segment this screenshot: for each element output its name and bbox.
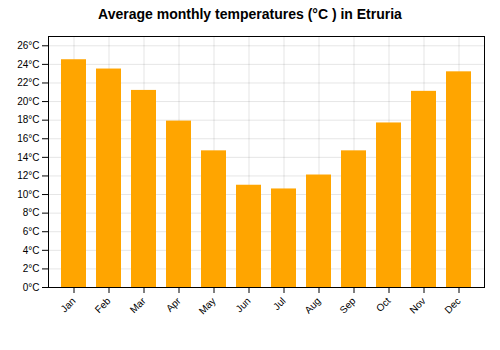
svg-text:May: May [197, 295, 218, 316]
svg-text:Sep: Sep [337, 295, 358, 316]
svg-text:Nov: Nov [407, 295, 427, 315]
svg-text:2°C: 2°C [23, 263, 40, 274]
svg-text:0°C: 0°C [23, 282, 40, 293]
svg-text:24°C: 24°C [17, 59, 39, 70]
svg-text:Feb: Feb [93, 295, 113, 315]
svg-text:Jan: Jan [58, 295, 77, 314]
svg-text:Mar: Mar [128, 295, 148, 315]
svg-text:18°C: 18°C [17, 114, 39, 125]
svg-text:Aug: Aug [302, 295, 322, 315]
html-text:Average monthly temperatures (: Average monthly temperatures (°C ) in Et… [98, 6, 402, 22]
svg-text:20°C: 20°C [17, 96, 39, 107]
svg-text:12°C: 12°C [17, 170, 39, 181]
svg-text:4°C: 4°C [23, 245, 40, 256]
svg-text:Jul: Jul [271, 295, 288, 312]
svg-text:14°C: 14°C [17, 152, 39, 163]
svg-text:Apr: Apr [164, 295, 183, 314]
svg-text:Dec: Dec [442, 295, 462, 315]
svg-text:6°C: 6°C [23, 226, 40, 237]
svg-text:Jun: Jun [233, 295, 252, 314]
svg-text:22°C: 22°C [17, 77, 39, 88]
svg-text:Oct: Oct [374, 295, 393, 314]
svg-text:26°C: 26°C [17, 40, 39, 51]
svg-text:8°C: 8°C [23, 207, 40, 218]
svg-text:10°C: 10°C [17, 189, 39, 200]
svg-text:16°C: 16°C [17, 133, 39, 144]
